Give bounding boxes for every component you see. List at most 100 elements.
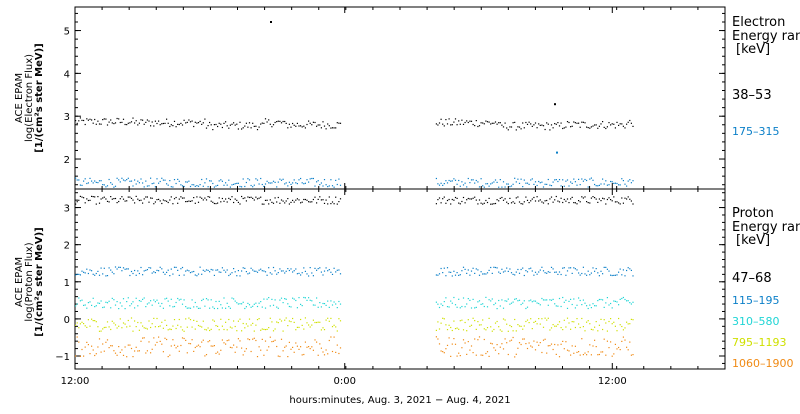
- data-point: [517, 126, 519, 128]
- data-point: [234, 183, 236, 185]
- data-point: [306, 123, 308, 126]
- data-point: [242, 178, 244, 180]
- data-point: [499, 179, 501, 181]
- data-point: [327, 203, 329, 205]
- data-point: [237, 270, 239, 272]
- data-point: [98, 338, 101, 340]
- data-point: [438, 328, 441, 330]
- data-point: [193, 197, 195, 199]
- data-point: [311, 300, 313, 302]
- data-point: [475, 199, 477, 201]
- data-point: [178, 198, 180, 200]
- data-point: [611, 307, 613, 309]
- data-point: [478, 199, 481, 201]
- data-point: [594, 124, 596, 126]
- data-point: [514, 177, 516, 179]
- data-point: [138, 329, 140, 331]
- data-point: [300, 177, 302, 180]
- data-point: [124, 180, 126, 182]
- data-point: [469, 182, 471, 184]
- data-point: [100, 351, 102, 353]
- data-point: [256, 356, 259, 358]
- data-point: [172, 273, 174, 275]
- data-point: [475, 306, 477, 308]
- data-point: [204, 197, 206, 199]
- data-point: [264, 329, 267, 331]
- data-point: [280, 338, 283, 340]
- data-point: [509, 186, 511, 188]
- data-point: [173, 319, 176, 321]
- data-point: [438, 306, 441, 309]
- data-point: [598, 184, 600, 186]
- data-point: [126, 326, 128, 328]
- data-point: [435, 336, 437, 338]
- data-point: [91, 304, 93, 306]
- data-point: [110, 182, 112, 184]
- data-point: [137, 270, 139, 272]
- data-point: [480, 354, 482, 356]
- data-point: [482, 303, 484, 305]
- data-point: [304, 198, 306, 201]
- data-point: [437, 183, 439, 185]
- data-point: [331, 304, 334, 306]
- data-point: [542, 299, 545, 301]
- data-point: [316, 321, 318, 324]
- data-point: [528, 202, 530, 204]
- data-point: [201, 341, 203, 343]
- data-point: [137, 124, 139, 126]
- data-point: [613, 353, 615, 355]
- data-point: [437, 303, 439, 305]
- data-point: [248, 304, 251, 306]
- data-point: [469, 299, 471, 301]
- data-point: [277, 120, 279, 122]
- data-point: [129, 180, 131, 182]
- data-point: [498, 326, 500, 328]
- data-point: [241, 330, 243, 332]
- data-point: [76, 201, 78, 203]
- data-point: [145, 306, 147, 308]
- data-point: [280, 199, 283, 201]
- data-point: [546, 122, 548, 124]
- data-point: [526, 347, 529, 350]
- data-point: [573, 298, 575, 300]
- data-point: [100, 330, 102, 332]
- data-point: [271, 126, 273, 128]
- data-point: [217, 125, 219, 128]
- data-point: [533, 300, 535, 302]
- data-point: [244, 197, 246, 199]
- data-point: [191, 184, 193, 186]
- data-point: [550, 299, 553, 301]
- data-point: [193, 319, 195, 321]
- data-point: [589, 127, 591, 129]
- data-point: [509, 324, 511, 327]
- data-point: [127, 344, 129, 346]
- data-point: [159, 266, 161, 268]
- data-point: [148, 201, 150, 203]
- data-point: [276, 306, 278, 308]
- data-point: [226, 329, 228, 331]
- data-point: [223, 269, 225, 271]
- data-point: [456, 306, 458, 308]
- data-point: [582, 299, 584, 301]
- data-point: [154, 272, 156, 274]
- data-point: [526, 271, 529, 273]
- data-point: [515, 181, 517, 183]
- data-point: [458, 179, 460, 182]
- data-point: [574, 181, 576, 183]
- data-point: [598, 353, 600, 356]
- data-point: [156, 269, 158, 271]
- data-point: [541, 201, 543, 203]
- data-point: [181, 266, 184, 269]
- data-point: [210, 328, 212, 330]
- data-point: [295, 299, 297, 302]
- data-point: [475, 179, 477, 182]
- data-point: [212, 129, 214, 131]
- data-point: [87, 199, 89, 202]
- data-point: [618, 317, 620, 320]
- data-point: [272, 340, 275, 342]
- data-point: [260, 196, 262, 198]
- data-point: [534, 320, 537, 322]
- data-point: [248, 339, 251, 341]
- data-point: [196, 345, 198, 347]
- data-point: [76, 179, 78, 181]
